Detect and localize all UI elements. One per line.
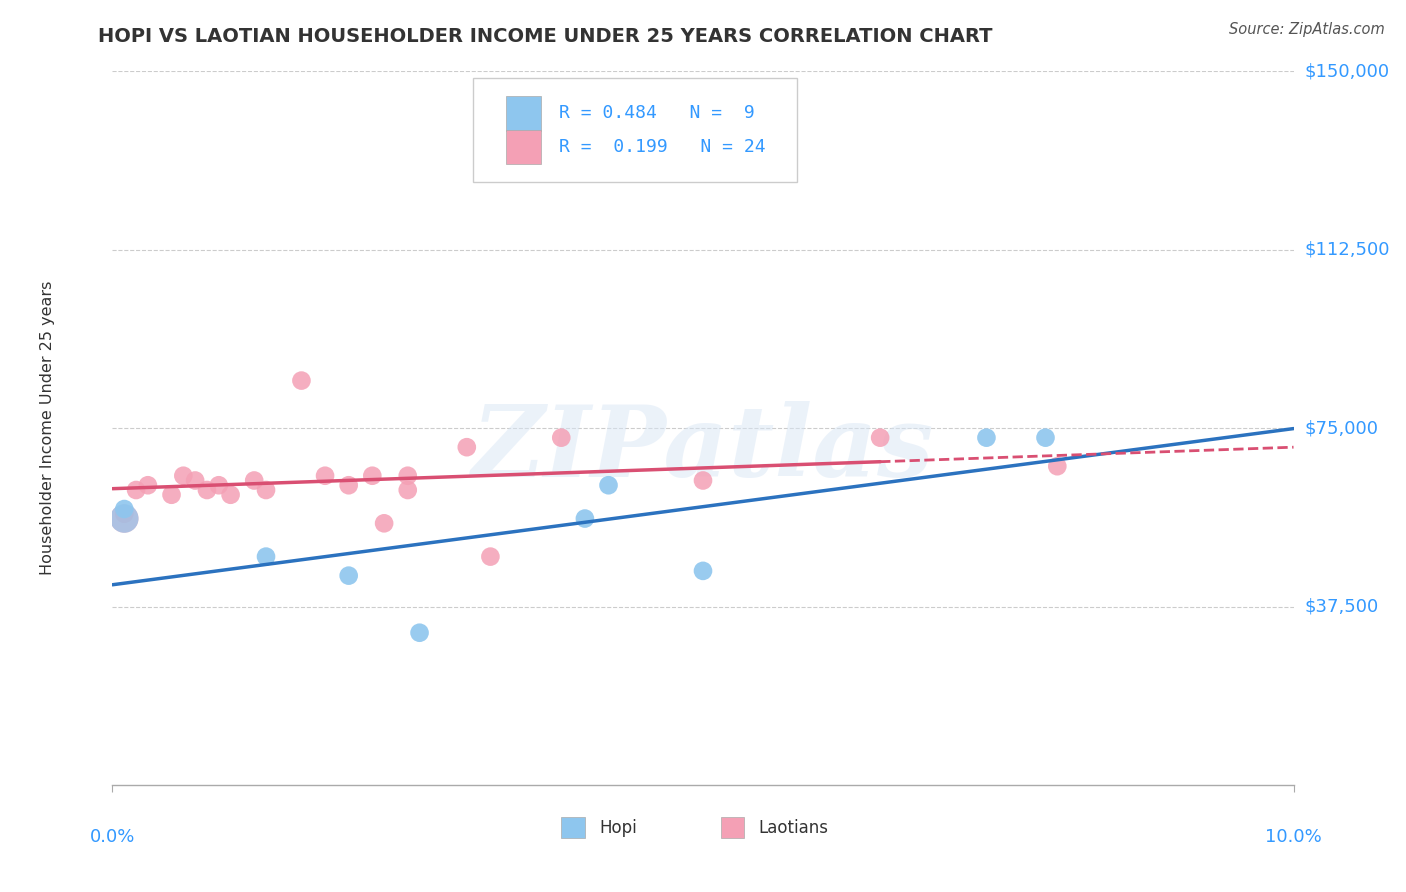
Point [396, 468, 419, 483]
Point [869, 431, 891, 445]
Point [112, 511, 135, 525]
Point [337, 478, 360, 492]
Text: $112,500: $112,500 [1305, 241, 1391, 259]
Text: $75,000: $75,000 [1305, 419, 1379, 437]
Point [456, 440, 478, 454]
Text: Laotians: Laotians [758, 819, 828, 837]
Point [254, 483, 277, 497]
Bar [506, 130, 541, 164]
Point [184, 474, 207, 488]
Point [692, 474, 714, 488]
Text: Source: ZipAtlas.com: Source: ZipAtlas.com [1229, 22, 1385, 37]
Point [160, 488, 183, 502]
Point [598, 478, 620, 492]
Bar [561, 817, 585, 838]
Point [208, 478, 231, 492]
Point [373, 516, 395, 531]
Point [574, 511, 596, 525]
Point [337, 568, 360, 582]
Bar [506, 96, 541, 130]
Point [396, 483, 419, 497]
Point [254, 549, 277, 564]
Point [112, 511, 135, 525]
Point [314, 468, 336, 483]
Point [408, 625, 430, 640]
Text: R =  0.199   N = 24: R = 0.199 N = 24 [560, 138, 765, 156]
Point [1035, 431, 1057, 445]
Text: ZIPatlas: ZIPatlas [472, 401, 934, 498]
Point [125, 483, 148, 497]
Point [692, 564, 714, 578]
Point [361, 468, 384, 483]
Text: 0.0%: 0.0% [90, 828, 135, 846]
Point [290, 374, 312, 388]
Point [243, 474, 266, 488]
Bar [721, 817, 744, 838]
FancyBboxPatch shape [472, 78, 797, 182]
Point [112, 507, 135, 521]
Point [112, 502, 135, 516]
Text: R = 0.484   N =  9: R = 0.484 N = 9 [560, 104, 755, 122]
Text: $150,000: $150,000 [1305, 62, 1389, 80]
Point [479, 549, 502, 564]
Point [1046, 459, 1069, 474]
Text: 10.0%: 10.0% [1265, 828, 1322, 846]
Text: Householder Income Under 25 years: Householder Income Under 25 years [39, 281, 55, 575]
Text: Hopi: Hopi [599, 819, 637, 837]
Point [550, 431, 572, 445]
Point [976, 431, 998, 445]
Point [136, 478, 159, 492]
Point [219, 488, 242, 502]
Text: $37,500: $37,500 [1305, 598, 1379, 615]
Point [172, 468, 194, 483]
Point [195, 483, 218, 497]
Text: HOPI VS LAOTIAN HOUSEHOLDER INCOME UNDER 25 YEARS CORRELATION CHART: HOPI VS LAOTIAN HOUSEHOLDER INCOME UNDER… [98, 27, 993, 45]
